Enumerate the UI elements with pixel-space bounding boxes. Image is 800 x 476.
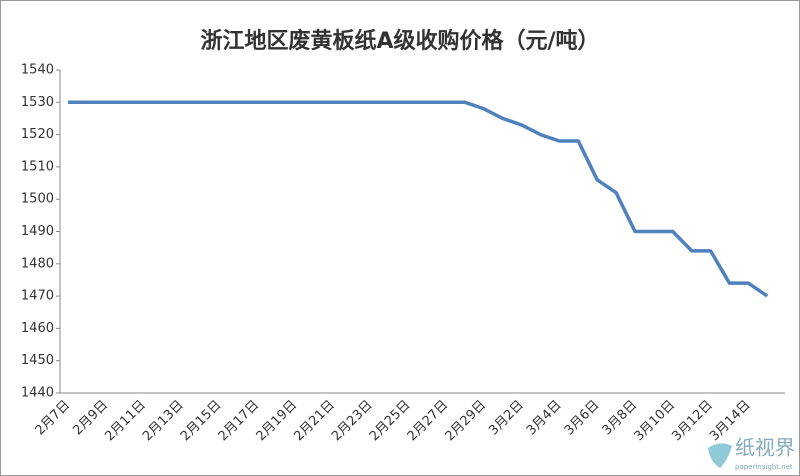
line-series	[68, 100, 769, 298]
y-tick-label: 1470	[21, 289, 54, 304]
y-tick-label: 1520	[21, 127, 54, 142]
watermark-icon	[708, 443, 732, 468]
y-tick-label: 1440	[21, 386, 54, 401]
y-tick-label: 1530	[21, 95, 54, 110]
y-tick-label: 1540	[21, 63, 54, 78]
y-tick-label: 1480	[21, 256, 54, 271]
y-tick-label: 1500	[21, 192, 54, 207]
y-tick-label: 1510	[21, 159, 54, 174]
chart-title: 浙江地区废黄板纸A级收购价格（元/吨）	[200, 28, 599, 54]
watermark: 纸视界 paperinsight.net	[708, 436, 795, 471]
watermark-name: 纸视界	[735, 436, 795, 460]
watermark-url: paperinsight.net	[735, 463, 793, 471]
y-tick-label: 1450	[21, 353, 54, 368]
y-tick-label: 1460	[21, 321, 54, 336]
y-tick-label: 1490	[21, 224, 54, 239]
